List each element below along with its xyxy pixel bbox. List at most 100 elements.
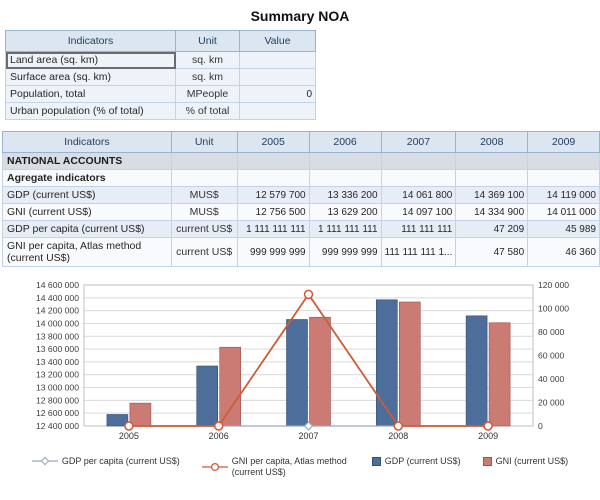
legend-item[interactable]: GNI per capita, Atlas method (current US… <box>201 456 350 477</box>
right-axis-tick-label: 20 000 <box>538 398 565 408</box>
column-header[interactable]: Unit <box>175 30 240 52</box>
year-value-cell[interactable]: 14 011 000 <box>527 203 600 221</box>
year-value-cell[interactable]: 111 111 111 1... <box>380 237 457 267</box>
table-row: Surface area (sq. km) sq. km <box>5 68 316 86</box>
indicator-cell[interactable]: Agregate indicators <box>2 169 172 187</box>
indicator-cell[interactable]: GNI per capita, Atlas method (current US… <box>2 237 172 267</box>
value-cell[interactable] <box>239 51 316 69</box>
year-value-cell[interactable] <box>380 169 457 187</box>
year-value-cell[interactable]: 47 209 <box>455 220 529 238</box>
line-series-gni-per-capita[interactable] <box>124 289 493 431</box>
year-value-cell[interactable]: 999 999 999 <box>308 237 382 267</box>
bar[interactable] <box>106 414 129 427</box>
unit-cell[interactable]: sq. km <box>175 68 240 86</box>
unit-cell[interactable]: current US$ <box>170 237 238 267</box>
year-value-cell[interactable]: 14 369 100 <box>455 186 529 204</box>
year-value-cell[interactable] <box>308 152 382 170</box>
bar[interactable] <box>309 316 331 427</box>
unit-cell[interactable]: MUS$ <box>170 203 238 221</box>
bar-series-gni[interactable] <box>129 301 511 427</box>
year-value-cell[interactable] <box>380 152 457 170</box>
column-header[interactable]: Indicators <box>5 30 176 52</box>
column-header[interactable]: Value <box>239 30 316 52</box>
circle-marker[interactable] <box>213 421 224 431</box>
column-header[interactable]: 2005 <box>236 131 310 153</box>
legend-item[interactable]: GDP (current US$) <box>371 456 461 467</box>
chart-canvas[interactable]: 12 400 000 12 600 000 12 800 000 13 000 000… <box>0 279 600 449</box>
unit-cell[interactable] <box>170 152 238 170</box>
column-header[interactable]: 2006 <box>308 131 382 153</box>
column-header[interactable]: 2008 <box>455 131 529 153</box>
year-value-cell[interactable]: 999 999 999 <box>236 237 310 267</box>
unit-cell[interactable]: MUS$ <box>170 186 238 204</box>
column-header[interactable]: 2009 <box>527 131 600 153</box>
column-header[interactable]: Unit <box>170 131 238 153</box>
year-value-cell[interactable]: 111 111 111 <box>380 220 457 238</box>
table2-head: Indicators Unit 2005 2006 2007 2008 2009 <box>2 131 600 153</box>
bar[interactable] <box>375 299 398 427</box>
year-value-cell[interactable] <box>527 152 600 170</box>
series-line[interactable] <box>128 292 489 427</box>
year-value-cell[interactable]: 12 579 700 <box>236 186 310 204</box>
year-value-cell[interactable]: 1 111 111 111 <box>236 220 310 238</box>
year-value-cell[interactable]: 1 111 111 111 <box>308 220 382 238</box>
circle-marker[interactable] <box>124 421 134 431</box>
legend-item[interactable]: GDP per capita (current US$) <box>31 456 180 467</box>
indicator-cell[interactable]: GNI (current US$) <box>2 203 172 221</box>
x-axis-label: 2005 <box>119 431 139 441</box>
indicator-cell[interactable]: Population, total <box>5 85 176 103</box>
circle-marker[interactable] <box>483 421 493 431</box>
value-cell[interactable] <box>239 68 316 86</box>
indicator-cell[interactable]: Urban population (% of total) <box>5 102 176 120</box>
value-cell[interactable] <box>239 102 316 120</box>
column-header[interactable]: 2007 <box>380 131 457 153</box>
year-value-cell[interactable]: 14 061 800 <box>380 186 457 204</box>
year-value-cell[interactable] <box>236 169 310 187</box>
bar[interactable] <box>219 346 241 427</box>
chart[interactable]: 12 400 000 12 600 000 12 800 000 13 000 000… <box>0 279 600 477</box>
year-value-cell[interactable]: 14 119 000 <box>527 186 600 204</box>
circle-marker[interactable] <box>303 289 314 300</box>
bar[interactable] <box>129 402 152 427</box>
diamond-marker[interactable] <box>303 421 314 431</box>
header-row: Indicators Unit 2005 2006 2007 2008 2009 <box>2 131 600 153</box>
unit-cell[interactable]: sq. km <box>175 51 240 69</box>
year-value-cell[interactable]: 14 097 100 <box>380 203 457 221</box>
year-value-cell[interactable] <box>455 152 529 170</box>
year-value-cell[interactable] <box>308 169 382 187</box>
circle-marker[interactable] <box>393 421 404 431</box>
left-axis-tick-label: 12 400 000 <box>36 421 79 431</box>
bar[interactable] <box>398 301 421 427</box>
indicator-cell[interactable]: NATIONAL ACCOUNTS <box>2 152 172 170</box>
bar[interactable] <box>286 319 308 427</box>
bar[interactable] <box>465 315 488 427</box>
year-value-cell[interactable]: 13 629 200 <box>308 203 382 221</box>
year-value-cell[interactable]: 46 360 <box>527 237 600 267</box>
value-cell[interactable]: 0 <box>239 85 316 103</box>
indicator-cell[interactable]: GDP (current US$) <box>2 186 172 204</box>
year-value-cell[interactable] <box>236 152 310 170</box>
legend-item[interactable]: GNI (current US$) <box>482 456 568 467</box>
circle-marker-icon <box>201 462 228 471</box>
year-value-cell[interactable]: 47 580 <box>455 237 529 267</box>
bar[interactable] <box>196 365 218 427</box>
unit-cell[interactable]: current US$ <box>170 220 238 238</box>
year-value-cell[interactable]: 13 336 200 <box>308 186 382 204</box>
year-value-cell[interactable] <box>455 169 529 187</box>
column-header[interactable]: Indicators <box>2 131 172 153</box>
indicator-cell[interactable]: GDP per capita (current US$) <box>2 220 172 238</box>
left-axis-tick-label: 13 800 000 <box>36 331 79 341</box>
bar-series-gdp[interactable] <box>106 299 488 427</box>
unit-cell[interactable]: MPeople <box>175 85 240 103</box>
year-value-cell[interactable]: 12 756 500 <box>236 203 310 221</box>
bar[interactable] <box>488 322 511 427</box>
year-value-cell[interactable]: 14 334 900 <box>455 203 529 221</box>
indicator-cell[interactable]: Surface area (sq. km) <box>5 68 176 86</box>
plot-border <box>83 284 534 427</box>
unit-cell[interactable]: % of total <box>175 102 240 120</box>
unit-cell[interactable] <box>170 169 238 187</box>
right-axis-tick-label: 120 000 <box>538 280 569 290</box>
year-value-cell[interactable] <box>527 169 600 187</box>
year-value-cell[interactable]: 45 989 <box>527 220 600 238</box>
indicator-cell[interactable]: Land area (sq. km) <box>5 51 176 69</box>
